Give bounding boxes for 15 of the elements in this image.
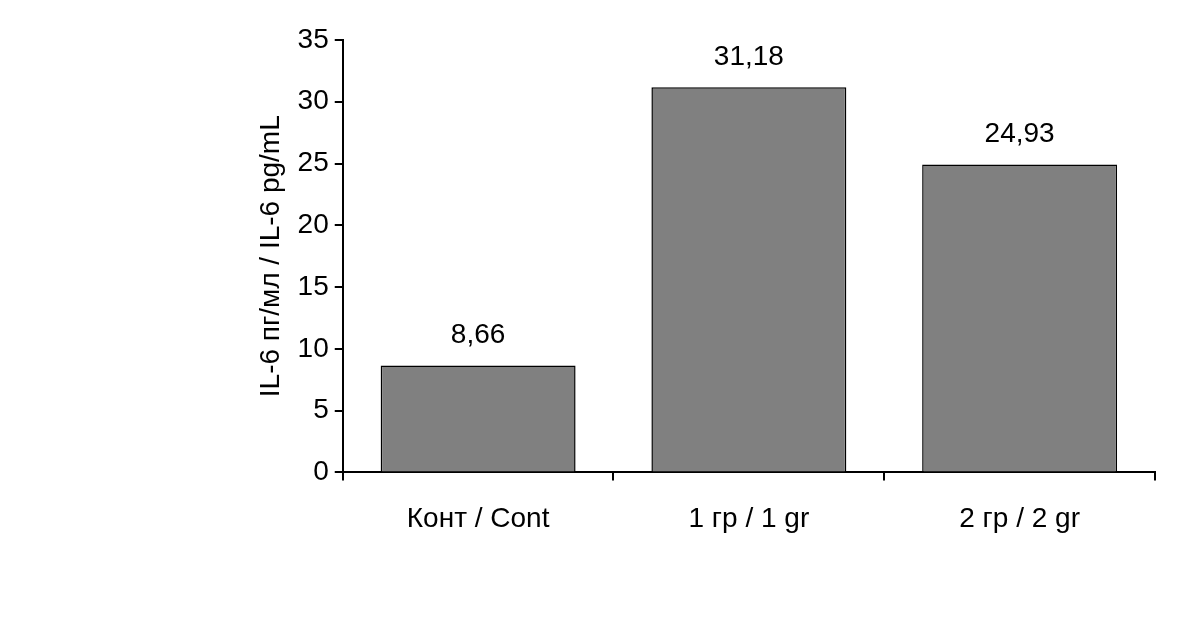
x-tick-label: 2 гр / 2 gr xyxy=(959,501,1080,533)
y-tick-label: 10 xyxy=(297,331,329,363)
x-tick-label: 1 гр / 1 gr xyxy=(688,501,810,533)
data-label: 31,18 xyxy=(713,39,784,71)
x-tick-label: Конт / Cont xyxy=(406,501,550,533)
y-tick-label: 30 xyxy=(297,84,329,116)
y-tick-label: 15 xyxy=(297,269,329,301)
data-label: 8,66 xyxy=(450,318,506,350)
y-tick-label: 20 xyxy=(297,208,329,240)
y-tick-label: 0 xyxy=(313,455,329,487)
y-axis-title: IL-6 пг/мл / IL-6 pg/mL xyxy=(253,115,285,398)
y-tick-label: 35 xyxy=(297,22,329,54)
data-label: 24,93 xyxy=(984,117,1055,149)
y-tick-label: 25 xyxy=(297,146,329,178)
y-tick-label: 5 xyxy=(313,393,329,425)
